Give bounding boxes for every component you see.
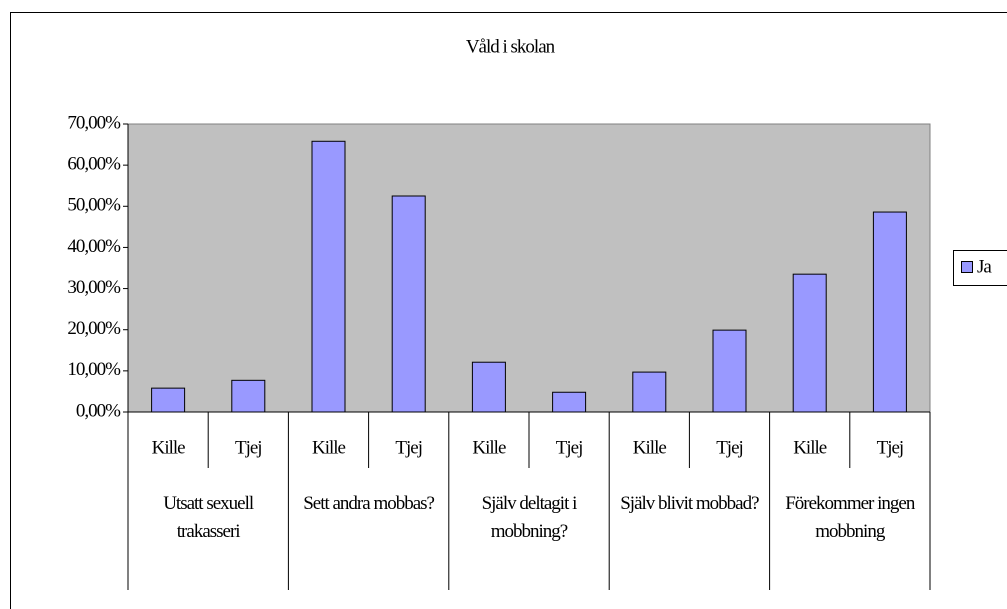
x-tick-label: Kille [472,437,506,458]
bar [391,195,426,413]
x-tick-label: Tjej [235,437,262,458]
x-tick-label: Tjej [877,437,904,458]
bar [632,371,667,413]
x-tick-label: Kille [312,437,346,458]
legend-label: Ja [977,256,992,277]
x-tick-label: Kille [793,437,827,458]
bar [231,379,266,413]
x-tick-label: Kille [152,437,186,458]
bar [471,361,506,413]
x-tick-label: Tjej [556,437,583,458]
y-tick-label: 20,00% [67,318,121,339]
x-tick-label: Kille [633,437,667,458]
group-label: Utsatt sexuell trakasseri [163,493,254,542]
x-tick-label: Tjej [716,437,743,458]
bar [552,391,587,413]
y-tick-label: 10,00% [67,359,121,380]
bar [151,387,186,413]
chart-title: Våld i skolan [466,36,556,57]
y-tick-label: 50,00% [67,195,121,216]
bar [712,329,747,413]
group-label: Förekommer ingen mobbning [785,493,915,542]
legend-swatch [961,261,973,273]
group-label: Sett andra mobbas? [303,493,435,514]
y-tick-label: 60,00% [67,154,121,175]
bar [311,140,346,413]
y-tick-label: 30,00% [67,277,121,298]
legend-box [953,250,1007,286]
y-tick-label: 0,00% [76,400,121,421]
y-tick-label: 70,00% [67,112,121,133]
x-tick-label: Tjej [395,437,422,458]
bar [792,273,827,413]
group-label: Själv blivit mobbad? [620,493,759,514]
y-tick-label: 40,00% [67,236,121,257]
bar [872,211,907,413]
group-label: Själv deltagit i mobbning? [481,493,578,542]
